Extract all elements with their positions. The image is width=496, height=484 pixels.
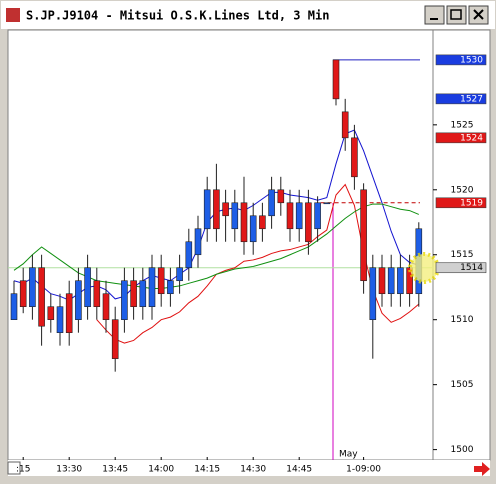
candle-body [249, 215, 257, 243]
candle-body [38, 267, 45, 327]
candle-body [213, 189, 220, 230]
candle-body [295, 202, 303, 230]
candle-body [360, 189, 367, 282]
candle-body [29, 267, 36, 308]
price-marker [435, 197, 487, 209]
candle-body [286, 202, 294, 230]
x-tick-label: :15 [16, 465, 30, 475]
date-label: May [339, 450, 358, 460]
price-marker-label: 1527 [460, 94, 483, 104]
candle-body [314, 202, 321, 230]
x-tick-label: 13:30 [56, 465, 82, 475]
candle-body [378, 267, 386, 295]
price-marker-label: 1524 [460, 133, 483, 143]
candle-body [240, 202, 248, 243]
scroll-right-arrow[interactable] [474, 462, 490, 476]
candle-body [268, 189, 275, 217]
candle-body [387, 267, 395, 295]
candle-body [369, 267, 377, 320]
y-tick-label: 1505 [451, 380, 474, 390]
maximize-icon [450, 9, 462, 20]
candle-body [277, 189, 285, 204]
x-tick-label: 14:45 [286, 465, 312, 475]
candle-body [323, 202, 331, 205]
indicator-line [13, 203, 419, 290]
price-marker-label: 1519 [460, 198, 483, 208]
candle-body [185, 241, 193, 269]
x-tick-label: 14:00 [148, 465, 174, 475]
close-icon [473, 9, 484, 20]
candle-body [397, 267, 404, 295]
time-axis [8, 460, 490, 476]
candle-body [139, 280, 147, 308]
candle-body [231, 202, 239, 230]
price-marker [435, 132, 487, 144]
candle-body [194, 228, 202, 256]
candle-body [157, 267, 165, 295]
price-marker [435, 54, 487, 66]
flash-highlight [408, 252, 440, 284]
minimize-button[interactable] [424, 5, 445, 25]
candle-body [10, 293, 18, 320]
y-tick-label: 1525 [451, 120, 474, 130]
window-buttons[interactable] [424, 5, 489, 25]
candle-body [130, 280, 137, 308]
candle-body [65, 293, 73, 333]
window-title: S.JP.J9104 - Mitsui O.S.K.Lines Ltd, 3 M… [26, 9, 329, 23]
candle-body [259, 215, 266, 230]
window-icon [6, 8, 20, 22]
title-bar [1, 1, 495, 29]
price-marker-label: 1530 [460, 55, 483, 65]
candle-body [203, 189, 211, 230]
price-marker-label: 1514 [460, 263, 483, 273]
y-tick-label: 1510 [451, 315, 474, 325]
candle-body [75, 280, 82, 320]
maximize-button[interactable] [446, 5, 467, 25]
y-tick-label: 1515 [451, 250, 474, 260]
candle-body [222, 202, 229, 217]
plot-area [7, 29, 434, 461]
candle-body [121, 280, 128, 320]
candle-body [19, 280, 27, 308]
candle-body [406, 267, 413, 295]
candle-body [176, 267, 183, 282]
candle-body [341, 111, 349, 139]
x-tick-label: 14:15 [194, 465, 220, 475]
x-tick-label: 14:30 [240, 465, 266, 475]
candle-body [47, 306, 55, 320]
candle-body [305, 202, 312, 243]
candle-body [351, 137, 358, 178]
candle-body [332, 59, 340, 100]
y-tick-label: 1520 [451, 185, 474, 195]
price-marker [435, 93, 487, 105]
candle-body [167, 280, 174, 295]
candle-body [148, 267, 156, 308]
x-tick-label: 1-09:00 [346, 465, 381, 475]
y-tick-label: 1500 [451, 445, 474, 455]
candle-body [93, 280, 101, 308]
x-tick-label: 13:45 [102, 465, 128, 475]
candle-body [111, 319, 119, 359]
candle-body [56, 306, 64, 333]
price-marker [435, 262, 487, 274]
scroll-box[interactable] [7, 461, 21, 475]
candle-body [84, 267, 91, 308]
candle-body [102, 293, 110, 320]
